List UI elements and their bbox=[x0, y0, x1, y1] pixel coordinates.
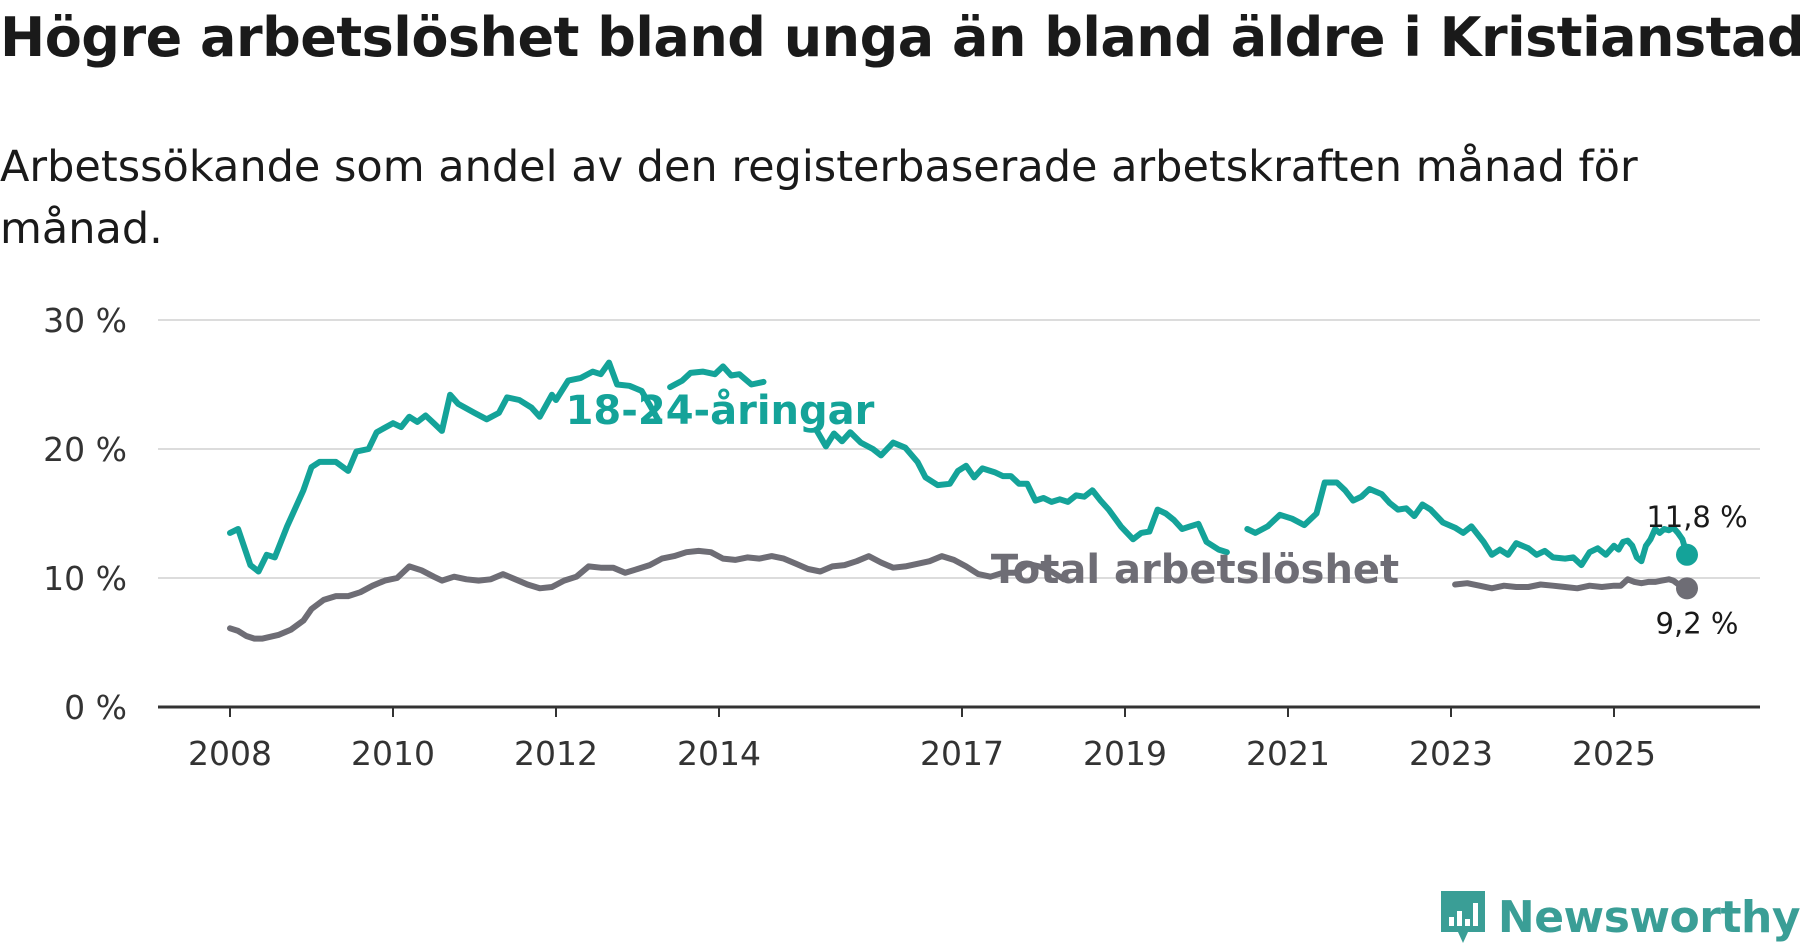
series-line-youth-3 bbox=[813, 426, 1230, 556]
x-tick-label: 2008 bbox=[188, 734, 272, 773]
end-markers: 11,8 % 9,2 % bbox=[1646, 500, 1747, 641]
chart-subtitle: Arbetssökande som andel av den registerb… bbox=[0, 142, 1638, 254]
end-point-marker bbox=[1676, 577, 1698, 600]
x-tick-label: 2012 bbox=[514, 734, 598, 773]
y-tick-label: 30 % bbox=[43, 301, 127, 340]
x-tick-label: 2021 bbox=[1246, 734, 1330, 773]
series-line-youth-2 bbox=[667, 363, 767, 391]
end-point-marker bbox=[1676, 543, 1698, 566]
series-label: 18-24-åringar bbox=[566, 387, 875, 434]
x-tick-label: 2025 bbox=[1572, 734, 1656, 773]
chart-title: Högre arbetslöshet bland unga än bland ä… bbox=[0, 6, 1800, 69]
series-labels: 18-24-åringar Total arbetslöshet bbox=[566, 387, 1400, 593]
y-tick-label: 10 % bbox=[43, 559, 127, 598]
x-tick-label: 2014 bbox=[677, 734, 761, 773]
series-line-youth-1 bbox=[227, 359, 661, 575]
end-value-label: 11,8 % bbox=[1646, 500, 1747, 534]
grid-lines bbox=[158, 319, 1760, 579]
x-tick-label: 2019 bbox=[1083, 734, 1167, 773]
series-line-youth-4 bbox=[1244, 479, 1690, 569]
series-line-total-2 bbox=[1452, 576, 1690, 592]
end-value-label: 9,2 % bbox=[1656, 606, 1739, 640]
series-lines bbox=[227, 359, 1690, 642]
x-axis-ticks: 2008 2010 2012 2014 2017 2019 2021 2023 2025 bbox=[188, 707, 1656, 773]
y-tick-label: 20 % bbox=[43, 430, 127, 469]
x-tick-label: 2017 bbox=[920, 734, 1004, 773]
newsworthy-logo-icon bbox=[1440, 891, 1485, 943]
x-tick-label: 2010 bbox=[351, 734, 435, 773]
y-tick-label: 0 % bbox=[64, 688, 127, 727]
newsworthy-logo: Newsworthy bbox=[1438, 888, 1800, 946]
y-axis-ticks: 0 % 10 % 20 % 30 % bbox=[43, 301, 127, 727]
x-tick-label: 2023 bbox=[1409, 734, 1493, 773]
series-label: Total arbetslöshet bbox=[991, 547, 1399, 593]
brand-name: Newsworthy bbox=[1497, 891, 1800, 943]
series-line-total-1 bbox=[227, 547, 1067, 642]
